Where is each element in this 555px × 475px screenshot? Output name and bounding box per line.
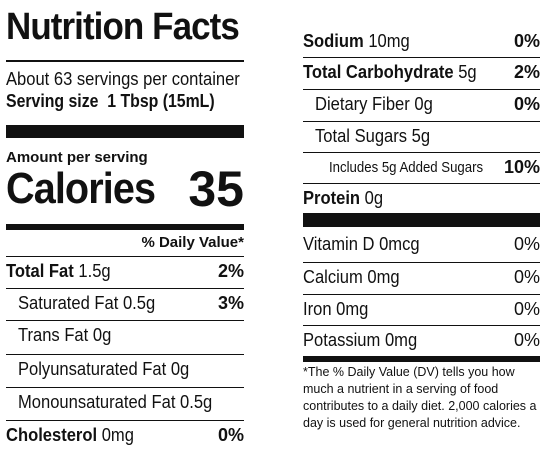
- row-total-sugars: Total Sugars 5g: [303, 121, 540, 152]
- row-trans-fat: Trans Fat 0g: [6, 320, 244, 351]
- nutrient-amount: 0mg: [367, 267, 400, 287]
- serving-size: Serving size 1 Tbsp (15mL): [6, 91, 215, 112]
- nutrient-amount: 0mcg: [379, 234, 420, 254]
- nutrient-dv: 3%: [217, 293, 244, 313]
- nutrient-name: Iron: [303, 299, 332, 319]
- row-monounsaturated-fat: Monounsaturated Fat 0.5g: [6, 387, 244, 418]
- nutrient-name: Trans Fat: [18, 325, 89, 345]
- row-total-fat: Total Fat 1.5g 2%: [6, 256, 244, 287]
- nutrient-amount: 1.5g: [78, 261, 111, 281]
- nutrient-dv: 0%: [513, 94, 540, 114]
- nutrient-amount: 10mg: [368, 31, 410, 51]
- nutrient-amount: 0g: [364, 188, 384, 208]
- nutrient-amount: 0mg: [336, 299, 369, 319]
- row-saturated-fat: Saturated Fat 0.5g 3%: [6, 288, 244, 319]
- row-dietary-fiber: Dietary Fiber 0g 0%: [303, 89, 540, 120]
- nutrient-amount: 0.5g: [122, 293, 156, 313]
- nutrient-dv: 0%: [513, 299, 540, 319]
- nutrient-dv: 0%: [513, 31, 540, 51]
- nutrient-name: Calcium: [303, 267, 363, 287]
- row-cholesterol: Cholesterol 0mg 0%: [6, 420, 244, 451]
- nutrient-name: Vitamin D: [303, 234, 375, 254]
- nutrient-amount: 5g: [458, 62, 477, 82]
- row-total-carbohydrate: Total Carbohydrate 5g 2%: [303, 57, 540, 88]
- row-iron: Iron 0mg 0%: [303, 294, 540, 325]
- calories-value: 35: [188, 161, 244, 217]
- nutrient-name: Cholesterol: [6, 425, 98, 445]
- nutrient-dv: 0%: [513, 267, 540, 287]
- title-divider: [6, 60, 244, 62]
- nutrient-name: Sodium: [303, 31, 364, 51]
- nutrient-amount: 5g: [411, 126, 431, 146]
- row-polyunsaturated-fat: Polyunsaturated Fat 0g: [6, 354, 244, 385]
- row-potassium: Potassium 0mg 0%: [303, 325, 540, 356]
- nutrient-dv: 0%: [513, 330, 540, 350]
- nutrient-dv: 0%: [513, 234, 540, 254]
- nutrient-dv: 2%: [513, 62, 540, 82]
- nutrient-name: Total Carbohydrate: [303, 62, 454, 82]
- nutrient-name: Saturated Fat: [18, 293, 119, 313]
- footnote: *The % Daily Value (DV) tells you how mu…: [303, 365, 537, 430]
- label-title: Nutrition Facts: [6, 6, 240, 48]
- nutrient-name: Polyunsaturated Fat: [18, 359, 167, 379]
- nutrient-name: Total Fat: [6, 261, 74, 281]
- row-sodium: Sodium 10mg 0%: [303, 27, 540, 57]
- serving-size-label: Serving size: [6, 91, 99, 111]
- nutrient-amount: 0g: [170, 359, 190, 379]
- nutrient-name: Monounsaturated Fat: [18, 392, 176, 412]
- row-protein: Protein 0g: [303, 183, 540, 214]
- nutrient-amount: 0mg: [384, 330, 418, 350]
- nutrient-name: Total Sugars: [315, 126, 408, 146]
- nutrient-amount: 0g: [92, 325, 112, 345]
- nutrient-name: Dietary Fiber: [315, 94, 410, 114]
- servings-per-container: About 63 servings per container: [6, 69, 240, 89]
- amount-per-serving: Amount per serving: [6, 149, 148, 166]
- nutrient-amount: 0g: [414, 94, 433, 114]
- thick-divider: [6, 125, 244, 138]
- thick-divider: [303, 213, 540, 227]
- calories-divider: [6, 224, 244, 230]
- serving-size-value: 1 Tbsp (15mL): [107, 91, 215, 111]
- nutrient-name: Potassium: [303, 330, 381, 350]
- row-calcium: Calcium 0mg 0%: [303, 262, 540, 293]
- nutrient-dv: 0%: [217, 425, 244, 445]
- daily-value-header: % Daily Value*: [141, 234, 244, 251]
- nutrient-dv: 10%: [503, 157, 540, 177]
- nutrient-name: Protein: [303, 188, 361, 208]
- row-vitamin-d: Vitamin D 0mcg 0%: [303, 230, 540, 260]
- nutrient-amount: 0.5g: [180, 392, 213, 412]
- calories-label: Calories: [6, 164, 156, 213]
- nutrient-dv: 2%: [217, 261, 244, 281]
- nutrient-name: Includes 5g Added Sugars: [329, 159, 484, 176]
- nutrient-amount: 0mg: [101, 425, 134, 445]
- footnote-divider: [303, 356, 540, 362]
- row-added-sugars: Includes 5g Added Sugars 10%: [303, 152, 540, 183]
